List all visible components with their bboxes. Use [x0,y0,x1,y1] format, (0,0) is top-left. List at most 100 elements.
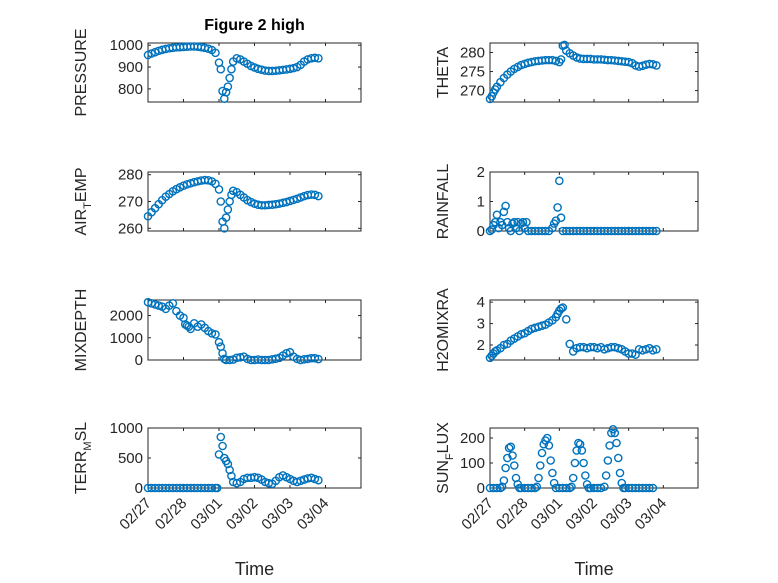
x-tick-label: 03/04 [632,495,671,534]
data-point [223,459,233,469]
data-point [499,207,509,217]
y-tick-label: 2 [477,337,485,354]
data-point [218,349,227,358]
data-point [310,53,320,63]
data-point [548,223,557,233]
data-point [314,354,323,364]
data-point [522,217,531,227]
data-point [544,441,554,450]
data-point [565,483,575,493]
y-tick-label: 2000 [110,308,143,325]
data-point [211,330,220,339]
y-tick-label: 0 [477,223,485,240]
y-tick-label: 0 [135,352,143,369]
data-point [537,448,547,458]
y-tick-label: 270 [118,194,143,211]
x-tick-label: 02/28 [493,495,532,534]
data-point [648,226,658,236]
data-point [211,48,220,58]
data-point [499,476,509,485]
data-point [610,428,620,438]
data-point [218,86,227,96]
x-tick-label: 03/02 [223,495,262,534]
y-tick-label: 1 [477,194,485,211]
data-point [518,217,528,227]
y-tick-label: 900 [118,59,143,76]
data-point [613,453,623,463]
x-tick-label: 03/03 [597,495,636,534]
data-point [310,353,320,363]
data-point [212,483,222,493]
y-tick-label: 2 [477,164,485,181]
y-tick-label: 270 [460,83,485,100]
subplot-h2omixra: 2 3 4 H2OMIXRA [435,288,699,372]
subplot-mixdepth: 0 1000 2000 MIXDEPTH [73,289,362,372]
data-point [221,87,231,97]
y-tick-label: 200 [460,430,485,447]
y-tick-label: 260 [118,220,143,237]
data-point [570,458,580,468]
y-tick-label: 3 [477,316,485,333]
y-axis-label: MIXDEPTH [73,289,90,372]
data-point [603,456,613,465]
x-tick-label: 03/04 [294,495,333,534]
data-point [577,446,587,455]
data-point [154,301,163,310]
y-tick-label: 275 [460,64,485,81]
subplot-theta: 270 275 280 THETA [435,40,699,104]
data-point [574,438,583,448]
data-point [496,483,505,493]
data-point [314,191,323,201]
data-point [546,456,555,465]
y-tick-label: 1000 [110,330,143,347]
data-point [216,197,226,206]
data-point [561,483,571,493]
subplot-air-temp: 260 270 280 AIRTEMP [73,167,362,237]
data-point [216,64,226,74]
y-axis-label: PRESSURE [73,28,90,116]
subplot-rainfall: 0 1 2 RAINFALL [435,164,699,240]
data-point [506,442,516,452]
data-point [652,61,661,70]
x-tick-label: 03/03 [258,495,297,534]
y-axis-label: SUNFLUX [435,422,456,494]
data-point [221,213,231,222]
data-point [553,203,562,212]
axes-frame [489,427,699,489]
data-point [214,185,224,194]
data-point [168,299,178,308]
data-point [216,432,226,442]
x-tick-label: 03/02 [562,495,601,534]
data-point [227,471,236,481]
y-axis-label: THETA [435,47,452,99]
data-point [225,465,234,475]
data-point [565,339,575,349]
y-tick-label: 1000 [110,420,143,437]
data-point [214,337,224,347]
data-point [556,55,566,64]
data-point [601,471,611,480]
y-tick-label: 280 [460,45,485,62]
data-point [492,483,502,493]
data-point [314,53,323,63]
y-tick-label: 1000 [110,37,143,54]
data-point [579,458,588,468]
x-tick-label: 02/27 [458,495,497,534]
data-point [652,226,661,236]
x-tick-label: 02/28 [152,495,191,534]
axes-frame [147,42,362,103]
x-tick-label: 03/01 [187,495,226,534]
data-point [600,482,609,492]
data-point [527,483,536,493]
y-tick-label: 500 [118,450,143,467]
data-point [282,349,291,358]
data-point [504,443,514,453]
data-point [508,451,517,460]
data-point [541,226,550,236]
y-tick-label: 280 [118,167,143,184]
data-point [568,473,578,483]
data-point [220,224,229,233]
y-tick-label: 4 [477,294,485,311]
data-point [555,176,564,186]
